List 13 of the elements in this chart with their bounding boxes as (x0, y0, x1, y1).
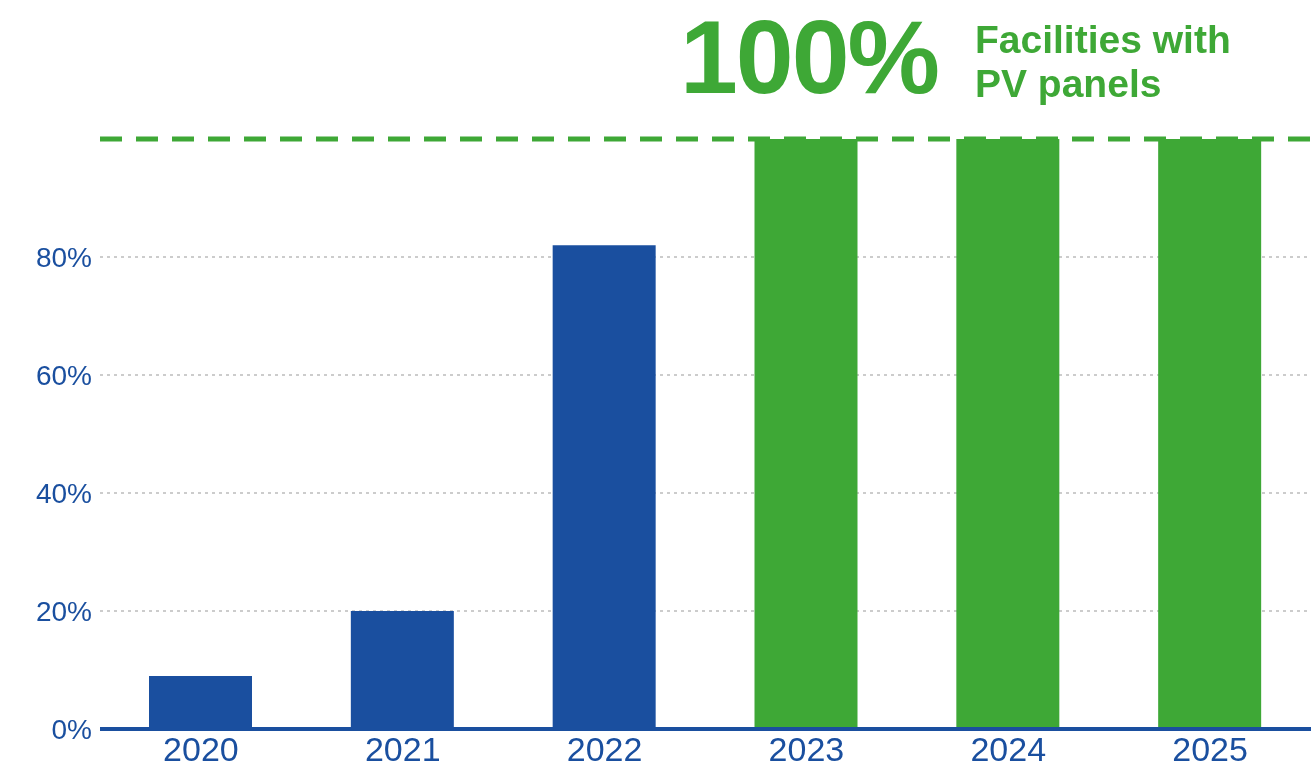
text: 100% (680, 0, 938, 115)
x-tick-label: 2022 (566, 730, 643, 769)
x-tick-label: 2024 (970, 730, 1047, 769)
y-tick-label: 20% (35, 595, 92, 627)
x-tick-label: 2021 (364, 730, 441, 769)
x-tick-label: 2020 (163, 730, 239, 769)
y-tick-label: 40% (35, 477, 92, 509)
y-tick-label: 0% (51, 713, 92, 745)
text: Facilities with PV panels (975, 18, 1232, 106)
x-tick-label: 2025 (1172, 730, 1248, 769)
y-tick-label: 80% (35, 241, 92, 273)
y-tick-label: 60% (35, 359, 92, 391)
x-tick-label: 2023 (768, 730, 845, 769)
